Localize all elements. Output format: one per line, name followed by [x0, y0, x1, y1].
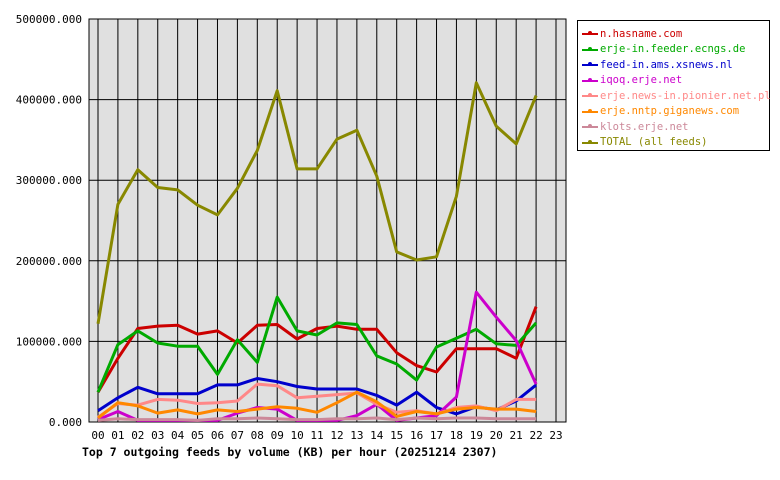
legend-label: TOTAL (all feeds) [600, 136, 708, 149]
x-axis-tick-labels: 00 01 02 03 04 05 06 07 08 09 10 11 12 13 14 15 16 17 18 19… [91, 429, 562, 442]
legend-swatch-icon [582, 107, 598, 116]
legend-item: feed-in.ams.xsnews.nl [582, 57, 769, 73]
legend-swatch-icon [582, 45, 598, 54]
x-tick-label: 18 [450, 429, 463, 442]
y-axis-tick-labels: 0.000 100000.000 200000.000 300000.000 40000… [16, 13, 82, 429]
legend-swatch-icon [582, 76, 598, 85]
y-tick-label: 400000.000 [16, 94, 82, 107]
x-tick-label: 06 [211, 429, 224, 442]
legend-swatch-icon [582, 29, 598, 38]
y-tick-label: 300000.000 [16, 174, 82, 187]
legend-item: erje.news-in.pionier.net.pl [582, 88, 771, 104]
legend-swatch-icon [582, 138, 598, 147]
series-line [96, 295, 538, 393]
x-tick-label: 14 [370, 429, 384, 442]
y-tick-label: 0.000 [49, 416, 82, 429]
legend-item: TOTAL (all feeds) [582, 135, 769, 151]
x-tick-label: 03 [151, 429, 164, 442]
x-tick-label: 05 [191, 429, 204, 442]
legend-item: iqoq.erje.net [582, 73, 769, 89]
legend-swatch-icon [582, 60, 598, 69]
x-tick-label: 15 [390, 429, 403, 442]
x-tick-label: 16 [410, 429, 423, 442]
legend-label: n.hasname.com [600, 27, 683, 40]
legend-label: erje.nntp.giganews.com [600, 105, 740, 118]
x-tick-label: 02 [131, 429, 144, 442]
legend-item: erje-in.feeder.ecngs.de [582, 42, 769, 58]
y-tick-label: 500000.000 [16, 13, 82, 26]
legend-item: erje.nntp.giganews.com [582, 104, 769, 120]
plot-area [88, 18, 567, 423]
legend-label: feed-in.ams.xsnews.nl [600, 58, 733, 71]
x-tick-label: 00 [91, 429, 104, 442]
series-line [96, 306, 538, 393]
series-line [96, 81, 538, 324]
chart-title: Top 7 outgoing feeds by volume (KB) per … [82, 445, 497, 459]
legend-label: iqoq.erje.net [600, 74, 683, 87]
y-tick-label: 100000.000 [16, 335, 82, 348]
legend-item: n.hasname.com [582, 26, 769, 42]
legend: n.hasname.com erje-in.feeder.ecngs.de feed… [577, 20, 771, 151]
x-tick-label: 10 [291, 429, 304, 442]
series-line [97, 390, 537, 420]
data-series [96, 81, 538, 422]
x-tick-label: 08 [251, 429, 264, 442]
legend-item: klots.erje.net [582, 119, 769, 135]
x-tick-label: 09 [271, 429, 284, 442]
x-tick-label: 17 [430, 429, 443, 442]
x-tick-label: 13 [350, 429, 363, 442]
y-tick-label: 200000.000 [16, 255, 82, 268]
grid-lines [89, 18, 566, 423]
series-line [97, 416, 537, 422]
legend-label: klots.erje.net [600, 120, 689, 133]
x-tick-label: 22 [529, 429, 542, 442]
legend-swatch-icon [582, 122, 598, 131]
legend-swatch-icon [582, 91, 598, 100]
series-line [97, 377, 538, 416]
x-tick-label: 19 [470, 429, 483, 442]
x-tick-label: 04 [171, 429, 185, 442]
x-tick-label: 21 [510, 429, 523, 442]
x-tick-label: 11 [310, 429, 323, 442]
series-line [97, 382, 537, 419]
legend-label: erje.news-in.pionier.net.pl [600, 89, 771, 102]
x-tick-label: 01 [111, 429, 124, 442]
legend-label: erje-in.feeder.ecngs.de [600, 43, 746, 56]
x-tick-label: 20 [490, 429, 503, 442]
x-tick-label: 12 [330, 429, 343, 442]
x-tick-label: 07 [231, 429, 244, 442]
x-tick-label: 23 [549, 429, 562, 442]
